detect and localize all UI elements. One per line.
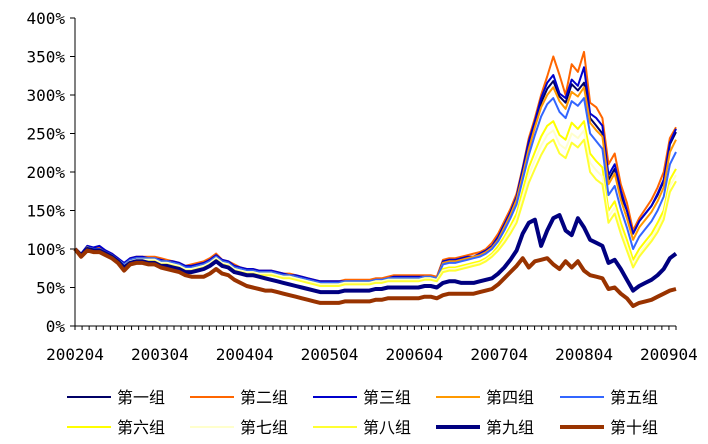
series-line-10: [73, 247, 677, 308]
y-tick-label: 300%: [26, 86, 65, 105]
y-axis: 0% 50% 100% 150% 200% 250% 300% 350% 400%: [26, 9, 76, 336]
x-tick-label: 200204: [46, 345, 104, 364]
y-tick-label: 400%: [26, 9, 65, 28]
legend-label-10: 第十组: [610, 418, 658, 437]
legend-label-9: 第九组: [486, 418, 534, 437]
plot-area: [73, 50, 678, 308]
legend-label-6: 第六组: [117, 418, 165, 437]
legend-label-3: 第三组: [363, 388, 411, 407]
legend-label-4: 第四组: [486, 388, 534, 407]
series-line-5: [74, 97, 677, 284]
series-line-4: [74, 86, 677, 284]
legend-label-2: 第二组: [240, 388, 288, 407]
x-tick-label: 200704: [470, 345, 528, 364]
y-tick-label: 350%: [26, 48, 65, 67]
x-tick-label: 200904: [640, 345, 698, 364]
x-axis: 200204 200304 200404 200504 200604 200704 2008…: [46, 325, 698, 364]
y-tick-label: 200%: [26, 163, 65, 182]
series-line-7: [74, 129, 677, 286]
legend-label-5: 第五组: [610, 388, 658, 407]
legend-label-7: 第七组: [240, 418, 288, 437]
x-tick-label: 200604: [385, 345, 443, 364]
x-tick-label: 200804: [555, 345, 613, 364]
x-tick-label: 200404: [216, 345, 274, 364]
y-tick-label: 250%: [26, 125, 65, 144]
x-tick-label: 200504: [301, 345, 359, 364]
y-tick-label: 50%: [36, 279, 65, 298]
x-tick-label: 200304: [131, 345, 189, 364]
y-tick-label: 150%: [26, 202, 65, 221]
legend-label-1: 第一组: [117, 388, 165, 407]
y-tick-label: 100%: [26, 240, 65, 259]
y-tick-label: 0%: [46, 317, 66, 336]
series-line-9: [73, 213, 678, 295]
legend-label-8: 第八组: [363, 418, 411, 437]
